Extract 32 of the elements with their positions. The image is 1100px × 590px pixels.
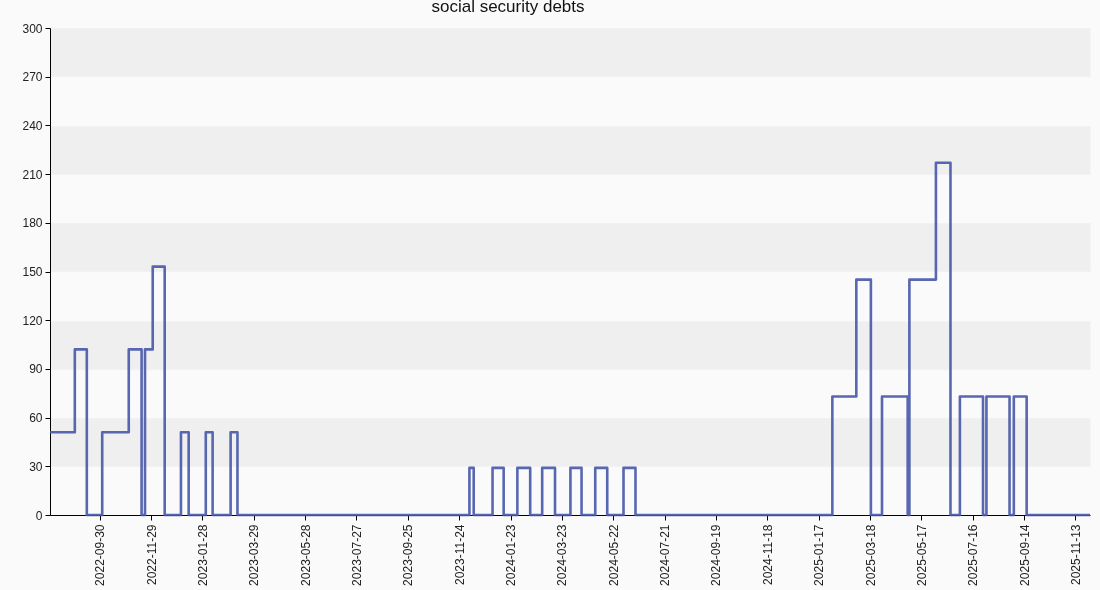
x-tick-label: 2025-07-16 xyxy=(966,524,981,586)
y-tick-label: 150 xyxy=(22,265,43,279)
x-tick-label: 2025-11-13 xyxy=(1068,524,1083,585)
y-tick-label: 60 xyxy=(29,411,43,426)
x-tick-label: 2023-11-24 xyxy=(452,524,467,585)
x-tick-label: 2023-03-29 xyxy=(247,524,262,586)
x-tick-label: 2025-01-17 xyxy=(812,524,827,586)
x-tick-label: 2023-09-25 xyxy=(401,524,416,586)
x-tick-label: 2023-05-28 xyxy=(298,524,313,586)
x-tick-label: 2024-11-18 xyxy=(760,524,775,585)
x-tick-label: 2025-03-18 xyxy=(863,524,878,586)
y-tick-label: 180 xyxy=(22,216,43,231)
y-tick-label: 90 xyxy=(29,362,43,377)
x-tick-label: 2023-07-27 xyxy=(349,524,364,586)
y-tick-label: 270 xyxy=(22,70,43,85)
y-tick-label: 120 xyxy=(22,313,43,328)
x-tick-label: 2024-03-23 xyxy=(555,524,570,586)
x-tick-label: 2023-01-28 xyxy=(195,524,210,586)
y-tick-label: 30 xyxy=(29,459,43,474)
x-tick-label: 2024-01-23 xyxy=(504,524,519,586)
x-tick-label: 2025-05-17 xyxy=(914,524,929,586)
x-tick-label: 2024-05-22 xyxy=(606,524,621,586)
y-tick-label: 300 xyxy=(22,21,43,36)
y-tick-label: 240 xyxy=(22,118,43,133)
x-tick-label: 2022-09-30 xyxy=(93,524,108,586)
x-tick-label: 2024-09-19 xyxy=(709,524,724,586)
chart-title: social security debts xyxy=(431,0,585,16)
y-tick-label: 0 xyxy=(35,508,43,523)
x-tick-label: 2024-07-21 xyxy=(658,524,673,586)
x-tick-label: 2025-09-14 xyxy=(1017,524,1032,586)
y-tick-label: 210 xyxy=(22,167,43,182)
x-tick-label: 2022-11-29 xyxy=(144,524,159,585)
